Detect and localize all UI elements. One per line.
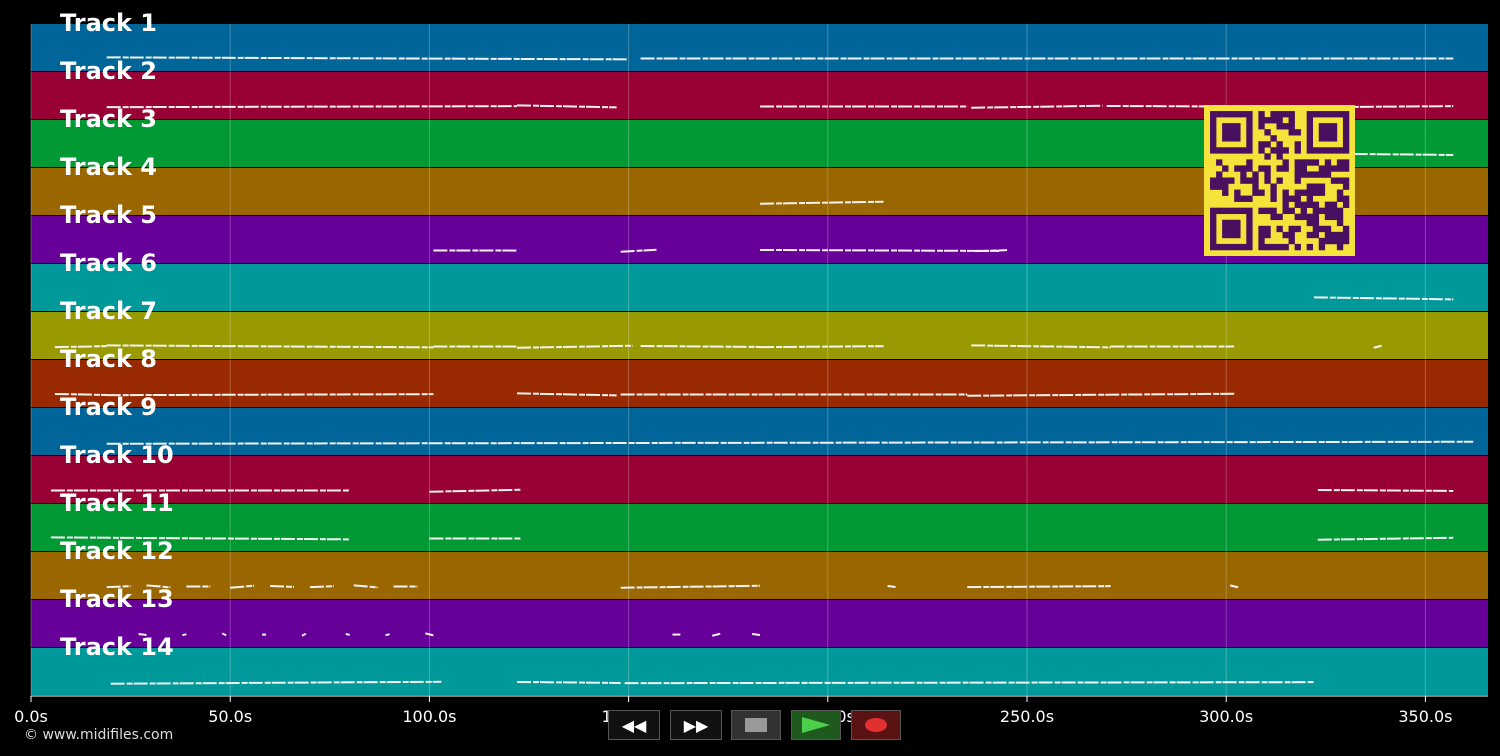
note-trace	[760, 200, 884, 205]
note-trace	[110, 680, 442, 685]
track-band[interactable]	[31, 360, 1488, 407]
track-band[interactable]	[31, 552, 1488, 599]
note-trace	[971, 104, 1103, 109]
track-band[interactable]	[31, 312, 1488, 359]
track-label: Track 6	[60, 249, 157, 277]
record-button[interactable]	[851, 710, 901, 740]
note-trace	[751, 632, 761, 636]
note-trace	[517, 392, 617, 397]
note-trace	[106, 440, 1474, 445]
note-trace	[517, 680, 621, 684]
note-trace	[309, 585, 334, 589]
note-trace	[887, 584, 896, 588]
note-trace	[1353, 152, 1454, 156]
track-label: Track 14	[60, 633, 174, 661]
time-tick-label: 0.0s	[14, 707, 48, 726]
note-trace	[106, 344, 434, 349]
note-trace	[54, 392, 107, 396]
track-band[interactable]	[31, 24, 1488, 71]
track-band[interactable]	[31, 264, 1488, 311]
track-label: Track 4	[60, 153, 157, 181]
note-trace	[425, 632, 434, 637]
qr-code	[1204, 105, 1355, 256]
track-band[interactable]	[31, 600, 1488, 647]
note-trace	[967, 392, 1235, 397]
track-label: Track 12	[60, 537, 174, 565]
track-label: Track 7	[60, 297, 157, 325]
note-trace	[1317, 536, 1454, 541]
note-trace	[640, 344, 761, 348]
note-trace	[620, 584, 761, 589]
time-tick-label: 300.0s	[1199, 707, 1253, 726]
play-button[interactable]	[791, 710, 841, 740]
track-band[interactable]	[31, 408, 1488, 455]
note-trace	[971, 344, 1111, 349]
play-icon	[802, 717, 830, 733]
note-trace	[230, 584, 255, 589]
note-trace	[1313, 296, 1454, 301]
note-trace	[1373, 344, 1382, 349]
track-label: Track 13	[60, 585, 174, 613]
note-trace	[517, 344, 633, 349]
note-trace	[712, 632, 721, 637]
track-band[interactable]	[31, 504, 1488, 551]
transport-controls: ◀◀ ▶▶	[600, 710, 902, 740]
note-trace	[106, 585, 131, 589]
note-trace	[301, 632, 307, 637]
note-trace	[146, 584, 171, 589]
track-label: Track 3	[60, 105, 157, 133]
track-label: Track 9	[60, 393, 157, 421]
time-tick-label: 100.0s	[402, 707, 456, 726]
note-trace	[517, 104, 617, 109]
rewind-icon: ◀◀	[621, 715, 647, 735]
rewind-button[interactable]: ◀◀	[608, 710, 660, 740]
note-trace	[429, 488, 522, 493]
copyright-text: © www.midifiles.com	[24, 727, 174, 743]
note-trace	[106, 56, 629, 61]
note-trace	[269, 584, 294, 588]
note-trace	[760, 345, 884, 349]
track-label: Track 8	[60, 345, 157, 373]
note-trace	[182, 633, 187, 637]
note-trace	[975, 249, 1008, 253]
note-trace	[106, 105, 518, 109]
note-trace	[760, 248, 1000, 252]
note-trace	[620, 248, 657, 253]
track-label: Track 2	[60, 57, 157, 85]
stop-button[interactable]	[731, 710, 781, 740]
time-tick-label: 250.0s	[1000, 707, 1054, 726]
note-trace	[1317, 488, 1454, 492]
record-icon	[865, 718, 887, 732]
note-trace	[345, 632, 350, 636]
note-trace	[385, 633, 390, 637]
fast-forward-icon: ▶▶	[683, 715, 709, 735]
note-trace	[50, 536, 350, 541]
note-trace	[967, 585, 1111, 589]
track-label: Track 1	[60, 9, 157, 37]
time-tick-label: 50.0s	[208, 707, 252, 726]
stop-icon	[745, 718, 767, 732]
note-trace	[138, 632, 147, 636]
track-label: Track 5	[60, 201, 157, 229]
note-trace	[221, 632, 227, 637]
note-trace	[1229, 584, 1239, 589]
qr-pattern	[1204, 105, 1355, 256]
note-trace	[106, 393, 434, 397]
track-label: Track 10	[60, 441, 174, 469]
fast-forward-button[interactable]: ▶▶	[670, 710, 722, 740]
track-band[interactable]	[31, 456, 1488, 503]
time-tick-label: 350.0s	[1398, 707, 1452, 726]
track-label: Track 11	[60, 489, 174, 517]
track-band[interactable]	[31, 648, 1488, 695]
note-trace	[353, 584, 378, 589]
note-trace	[54, 345, 107, 349]
